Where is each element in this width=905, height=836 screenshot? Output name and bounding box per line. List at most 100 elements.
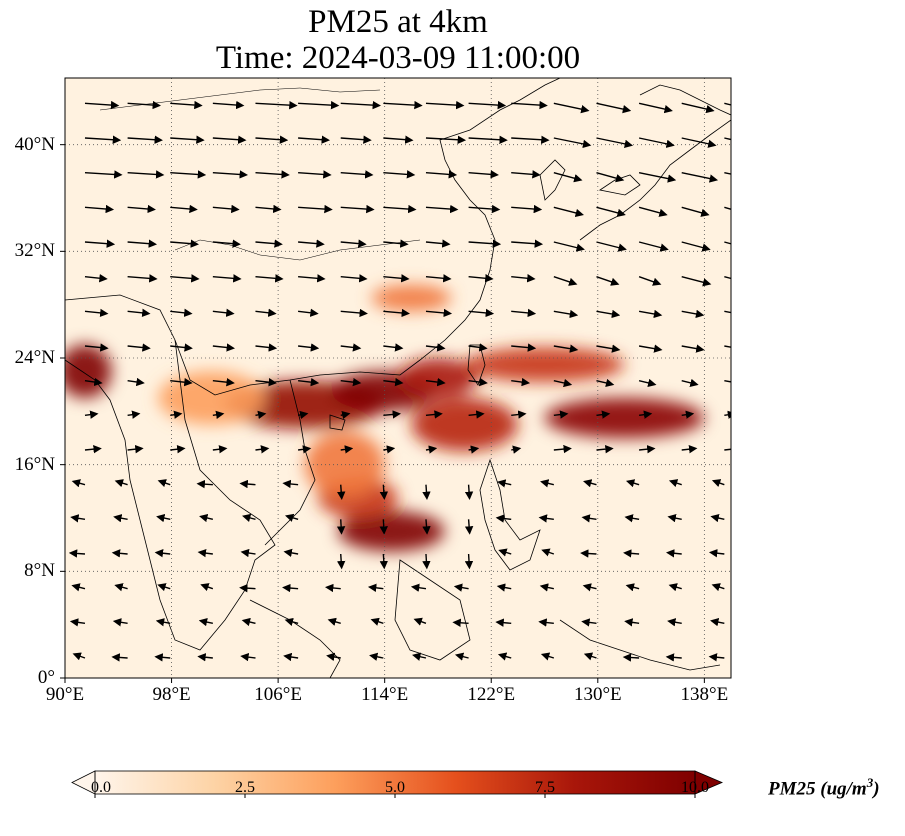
- wind-arrow: [497, 479, 512, 488]
- wind-arrow: [724, 379, 731, 383]
- wind-arrow: [468, 410, 485, 419]
- wind-arrow: [539, 583, 554, 592]
- wind-arrow: [464, 553, 474, 570]
- wind-arrow: [454, 652, 469, 661]
- wind-arrow: [624, 514, 640, 523]
- graticule: [65, 78, 731, 678]
- wind-arrow: [298, 274, 326, 283]
- colorbar-label: PM25 (ug/m3): [768, 775, 880, 800]
- wind-arrow: [464, 519, 474, 535]
- wind-arrow: [170, 239, 199, 248]
- wind-arrow: [464, 484, 474, 501]
- wind-arrow: [383, 308, 410, 318]
- wind-arrow: [255, 239, 283, 248]
- wind-arrow: [325, 583, 341, 593]
- lon-label: 138°E: [680, 684, 729, 705]
- wind-arrow: [425, 445, 438, 454]
- wind-arrow: [583, 479, 597, 488]
- wind-arrow: [340, 204, 375, 214]
- map-timestamp: Time: 2024-03-09 11:00:00: [215, 40, 581, 76]
- wind-arrow: [468, 377, 488, 387]
- wind-arrow: [596, 378, 615, 388]
- wind-arrow: [511, 170, 541, 179]
- lat-label: 24°N: [14, 347, 55, 368]
- wind-arrow: [157, 479, 171, 488]
- wind-arrow: [596, 309, 621, 319]
- wind-arrow: [625, 479, 640, 488]
- wind-arrow: [425, 100, 465, 110]
- wind-arrow: [511, 204, 543, 214]
- colorbar-tick-label: 10.0: [681, 779, 709, 796]
- wind-arrow: [468, 100, 507, 110]
- wind-arrow: [511, 343, 537, 352]
- wind-arrow: [127, 445, 144, 454]
- wind-arrow: [596, 444, 614, 454]
- wind-arrow: [283, 652, 299, 662]
- colorbar: [71, 770, 724, 798]
- wind-arrow: [468, 239, 502, 248]
- wind-arrow: [157, 583, 171, 592]
- wind-arrow: [298, 308, 319, 317]
- wind-arrow: [239, 583, 256, 593]
- wind-arrow: [298, 445, 312, 454]
- wind-arrow: [724, 345, 731, 348]
- wind-arrow: [367, 583, 384, 593]
- wind-arrow: [468, 204, 501, 214]
- wind-arrow: [84, 410, 99, 419]
- wind-arrow: [84, 343, 109, 352]
- wind-arrow: [596, 276, 620, 286]
- wind-arrow: [422, 484, 431, 501]
- wind-arrow: [198, 617, 213, 627]
- wind-arrow: [255, 377, 278, 387]
- wind-arrow: [170, 410, 183, 419]
- wind-arrow: [383, 343, 404, 352]
- wind-arrow: [370, 617, 384, 626]
- wind-arrow: [127, 410, 141, 419]
- wind-arrow: [255, 343, 278, 352]
- wind-arrow: [379, 484, 389, 501]
- map-frame: [64, 77, 732, 679]
- wind-arrow: [553, 378, 573, 388]
- wind-arrow: [212, 377, 235, 387]
- wind-arrow: [327, 617, 341, 626]
- wind-arrow: [624, 618, 640, 627]
- wind-arrow: [681, 445, 698, 454]
- wind-arrow: [336, 553, 346, 570]
- wind-arrow: [711, 583, 725, 592]
- wind-arrow: [284, 617, 299, 626]
- wind-arrow: [596, 241, 627, 252]
- wind-arrow: [711, 479, 725, 488]
- wind-arrow: [340, 135, 372, 144]
- wind-arrow: [84, 308, 109, 318]
- wind-arrow: [84, 444, 102, 454]
- wind-arrow: [596, 102, 632, 114]
- lat-label: 8°N: [24, 560, 55, 582]
- lon-label: 114°E: [361, 684, 409, 705]
- lon-label: 122°E: [467, 684, 516, 705]
- wind-arrow: [241, 617, 256, 627]
- wind-arrow: [111, 653, 128, 662]
- wind-arrow: [596, 137, 634, 148]
- wind-arrow: [255, 100, 298, 110]
- wind-arrow: [638, 137, 675, 148]
- wind-arrow: [681, 275, 712, 287]
- wind-arrow: [511, 274, 536, 283]
- wind-arrow: [199, 513, 214, 523]
- wind-arrow: [667, 514, 682, 523]
- wind-arrow: [298, 343, 320, 352]
- wind-arrow: [84, 100, 120, 110]
- wind-arrow: [667, 618, 682, 627]
- wind-arrow: [127, 274, 158, 283]
- wind-arrow: [84, 377, 103, 387]
- wind-arrow: [212, 445, 228, 454]
- wind-arrow: [255, 308, 277, 317]
- wind-arrow: [638, 378, 657, 387]
- wind-arrow: [242, 513, 256, 522]
- wind-arrow: [425, 308, 453, 318]
- wind-arrow: [72, 652, 86, 661]
- wind-arrow: [383, 410, 401, 419]
- wind-arrow: [681, 410, 695, 419]
- wind-arrow: [297, 410, 309, 420]
- wind-arrow: [425, 239, 451, 248]
- wind-arrow: [495, 618, 512, 627]
